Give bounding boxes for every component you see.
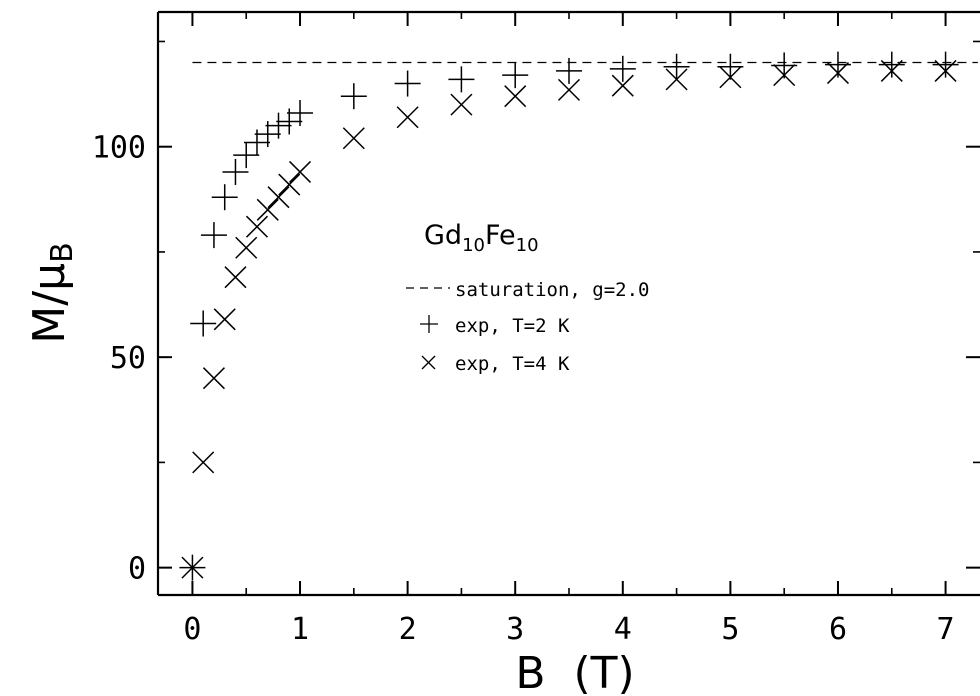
axes-frame	[156, 10, 980, 597]
data-point-plus	[211, 184, 238, 211]
data-point-cross	[934, 59, 957, 82]
data-point-cross	[342, 127, 365, 150]
x-tick-label: 2	[399, 612, 417, 647]
data-point-cross	[611, 74, 634, 97]
compound-sub-2: 10	[516, 235, 539, 256]
data-point-cross	[192, 451, 215, 474]
x-tick-label: 6	[829, 612, 847, 647]
x-tick-labels: 0 1 2 3 4 5 6 7	[183, 612, 954, 647]
data-point-cross	[181, 556, 204, 579]
y-tick-label: 50	[110, 341, 146, 376]
data-point-cross	[245, 215, 269, 238]
data-point-cross	[773, 64, 796, 87]
y-tick-label: 0	[128, 552, 146, 587]
legend-cross-marker	[421, 355, 436, 370]
data-point-cross	[450, 93, 473, 116]
data-point-plus	[222, 158, 249, 185]
data-point-cross	[256, 198, 279, 221]
data-point-plus	[502, 62, 529, 89]
y-axis-title: M/μB	[24, 242, 80, 343]
data-point-cross	[288, 160, 312, 183]
legend-plus-label: exp, T=2 K	[455, 315, 570, 337]
data-point-plus	[663, 53, 690, 80]
data-point-plus	[265, 112, 292, 139]
data-point-cross	[235, 236, 258, 259]
compound-base-1: Gd	[424, 220, 462, 251]
data-point-plus	[287, 100, 314, 127]
data-point-cross	[202, 367, 225, 390]
x-tick-label: 3	[506, 612, 524, 647]
data-point-cross	[719, 66, 742, 89]
legend-plus-marker	[420, 315, 438, 333]
compound-label: Gd10Fe10	[424, 220, 539, 256]
y-axis-title-main: M/μ	[24, 263, 75, 344]
x-axis-title: B (T)	[515, 648, 634, 696]
data-point-plus	[190, 310, 217, 337]
compound-sub-1: 10	[462, 235, 485, 256]
legend-saturation-label: saturation, g=2.0	[455, 279, 649, 301]
series-3	[181, 59, 957, 579]
x-tick-label: 4	[614, 612, 632, 647]
y-axis-title-sub: B	[45, 242, 80, 263]
x-tick-label: 5	[721, 612, 739, 647]
data-point-cross	[880, 59, 903, 82]
data-point-plus	[340, 83, 367, 110]
data-point-cross	[504, 85, 527, 108]
data-point-cross	[267, 186, 290, 209]
tick-marks	[158, 12, 980, 595]
legend: saturation, g=2.0 exp, T=2 K exp, T=4 K	[406, 279, 649, 375]
data-point-cross	[224, 266, 247, 289]
x-tick-label: 7	[937, 612, 955, 647]
x-tick-label: 0	[183, 612, 201, 647]
data-point-cross	[213, 308, 236, 331]
data-point-cross	[278, 173, 301, 196]
data-point-cross	[557, 78, 581, 101]
data-point-plus	[609, 55, 636, 82]
data-point-plus	[717, 53, 744, 80]
data-point-plus	[556, 57, 582, 84]
compound-base-2: Fe	[485, 220, 516, 251]
data-point-plus	[394, 70, 421, 97]
data-point-plus	[233, 142, 260, 169]
y-tick-label: 100	[92, 131, 146, 166]
legend-cross-label: exp, T=4 K	[455, 353, 570, 375]
data-point-cross	[665, 68, 688, 91]
x-tick-label: 1	[291, 612, 309, 647]
data-point-cross	[826, 62, 850, 85]
data-point-plus	[200, 222, 227, 249]
data-point-plus	[878, 51, 905, 78]
data-series	[179, 51, 978, 581]
data-point-cross	[396, 106, 419, 129]
data-point-plus	[448, 66, 475, 93]
data-point-plus	[932, 51, 959, 78]
y-tick-labels: 0 50 100	[92, 131, 146, 587]
